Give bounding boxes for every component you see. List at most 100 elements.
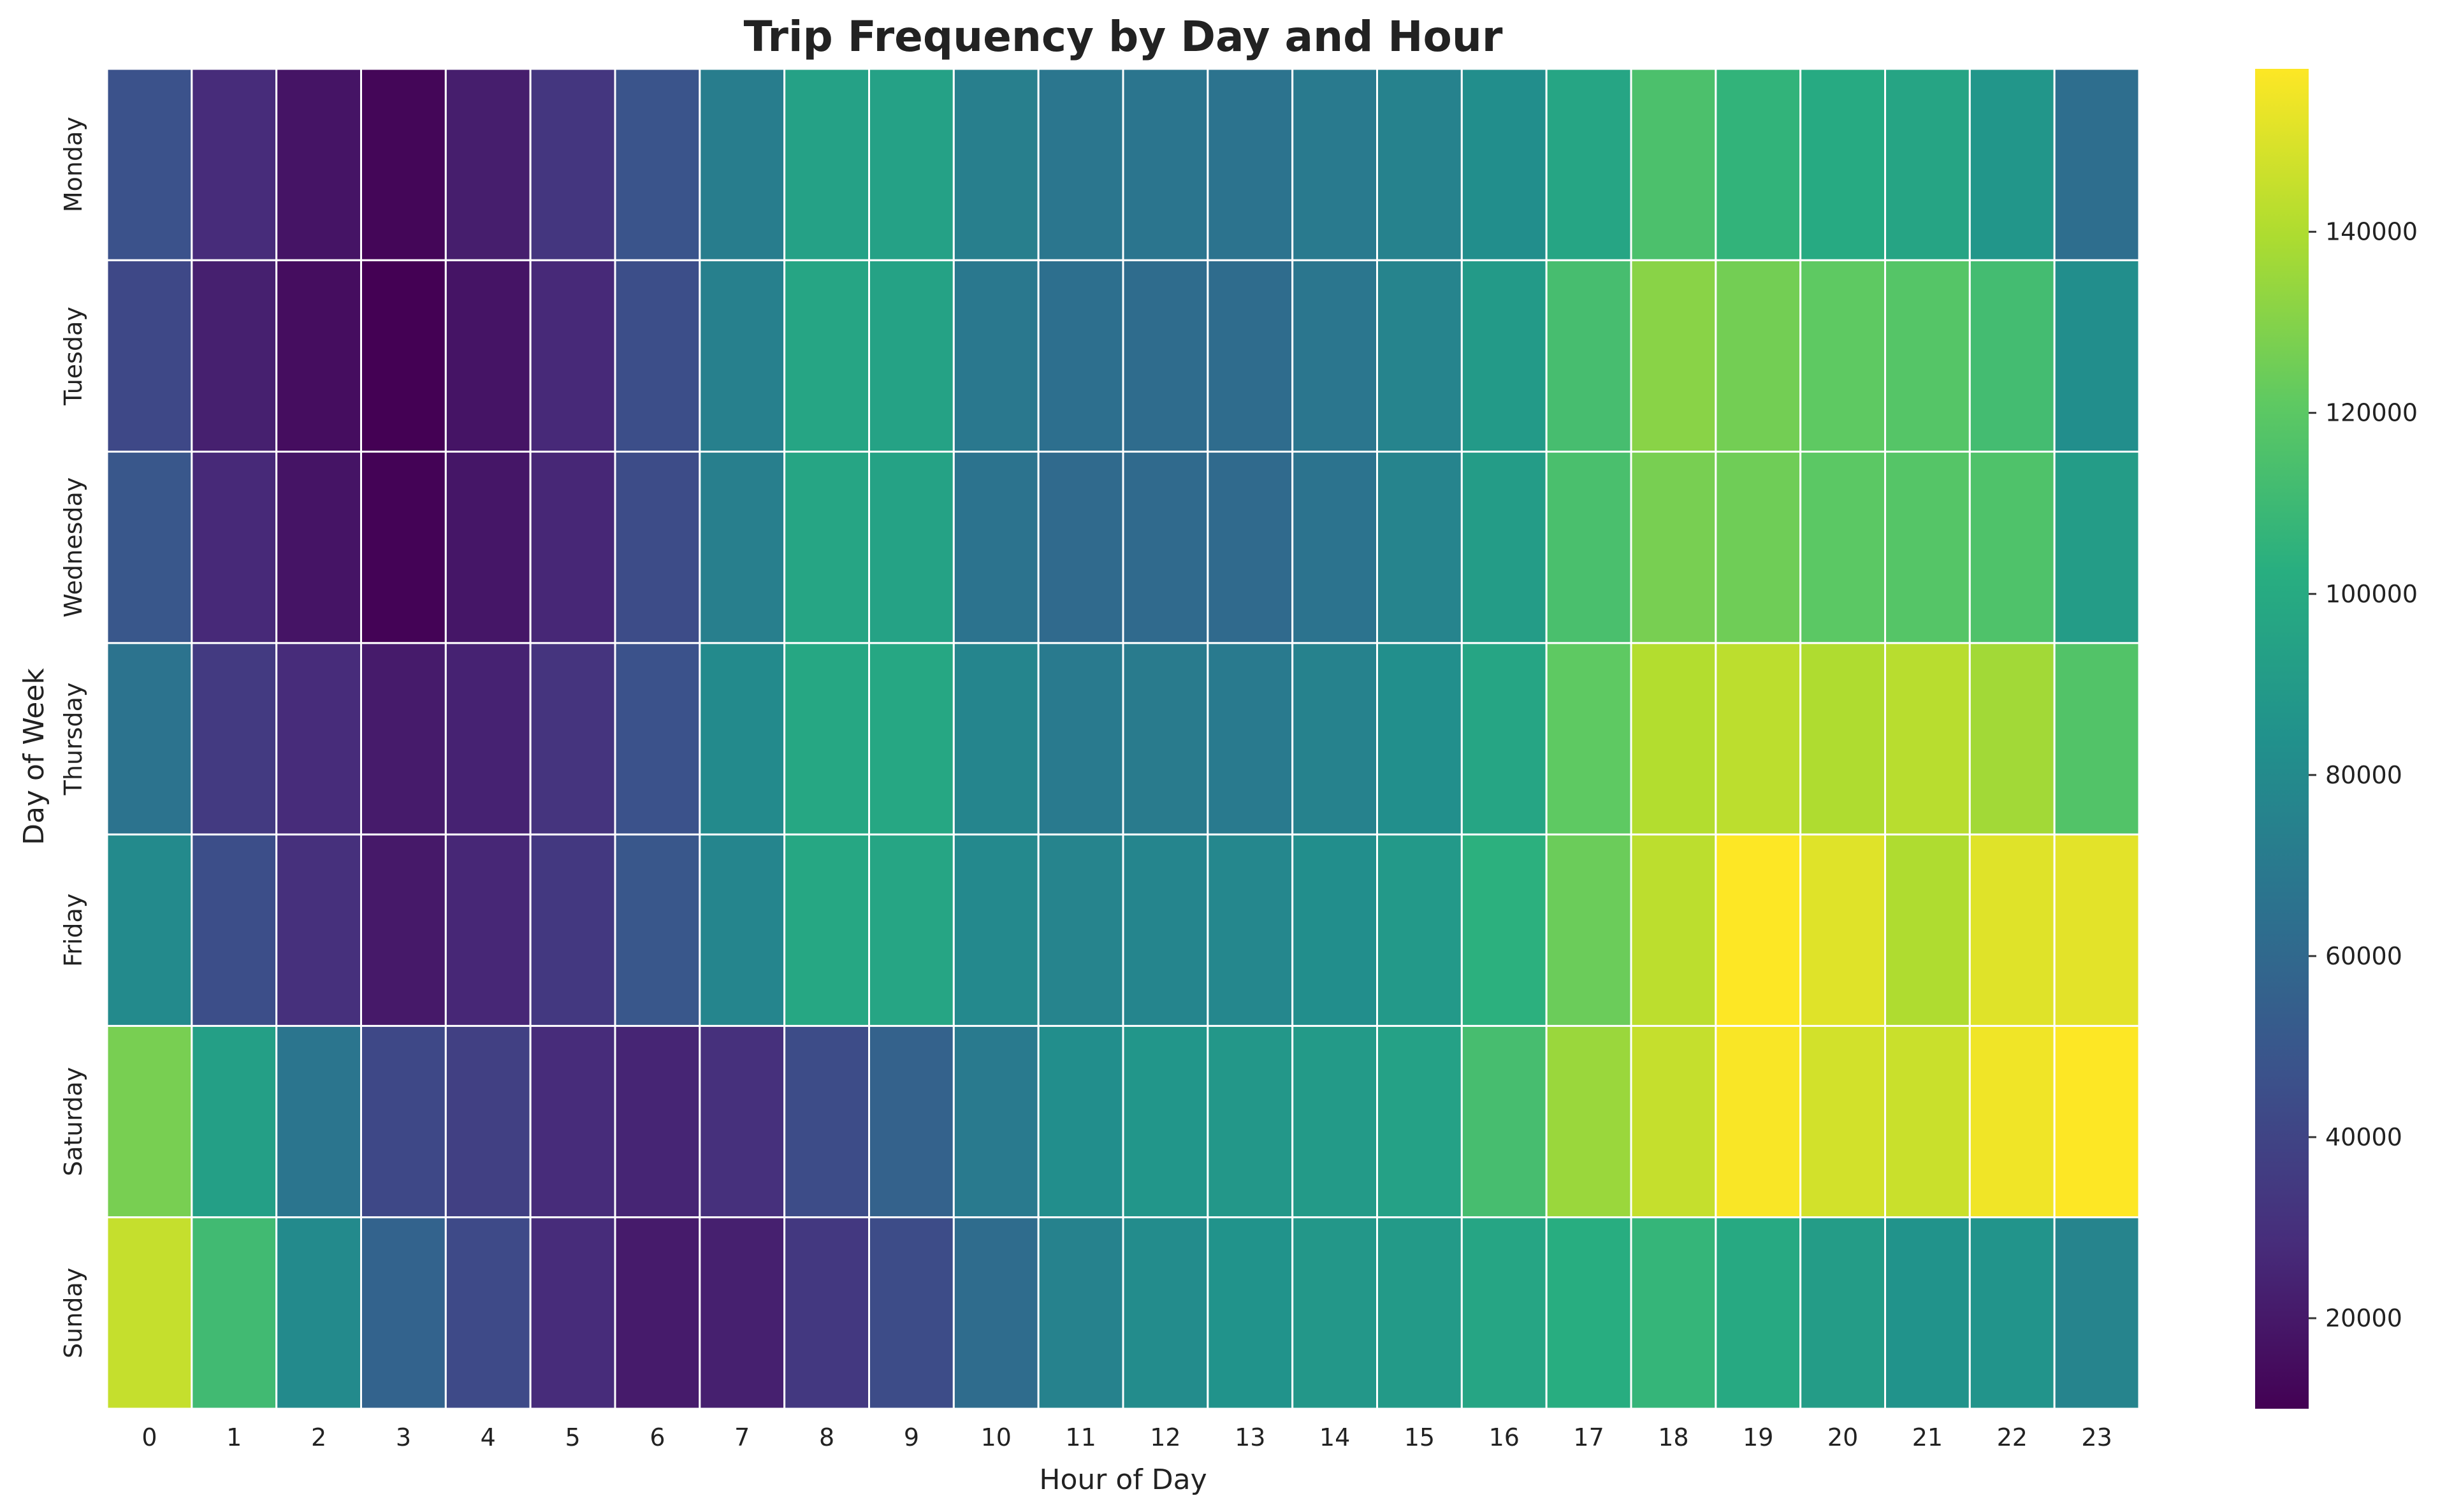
- heatmap-cell: [1799, 451, 1887, 644]
- heatmap-cell: [614, 642, 701, 836]
- heatmap-cell: [868, 642, 955, 836]
- x-tick-label: 3: [396, 1423, 411, 1451]
- heatmap-cell: [275, 1024, 362, 1219]
- y-tick-label: Thursday: [59, 683, 87, 796]
- heatmap-cell: [1799, 1216, 1887, 1410]
- heatmap-cell: [360, 1024, 447, 1219]
- heatmap-cell: [952, 642, 1040, 836]
- x-tick-label: 17: [1573, 1423, 1604, 1451]
- colorbar-tick-label: 60000: [2325, 942, 2402, 970]
- heatmap-cell: [1207, 833, 1294, 1027]
- heatmap-cell: [529, 451, 616, 644]
- heatmap-cell: [1968, 68, 2056, 261]
- heatmap-cell: [1122, 68, 1209, 261]
- heatmap-cell: [868, 1216, 955, 1410]
- y-axis-label: Day of Week: [18, 668, 50, 845]
- y-tick-label: Tuesday: [59, 307, 87, 406]
- heatmap-cell: [360, 259, 447, 453]
- heatmap-cell: [1884, 642, 1971, 836]
- x-tick-label: 6: [650, 1423, 665, 1451]
- heatmap-cell: [444, 68, 532, 261]
- x-tick-label: 8: [819, 1423, 834, 1451]
- heatmap-cell: [1968, 1024, 2056, 1219]
- heatmap-cell: [1715, 451, 1802, 644]
- heatmap-cell: [1799, 642, 1887, 836]
- heatmap-cell: [868, 1024, 955, 1219]
- heatmap-cell: [614, 451, 701, 644]
- x-tick-label: 19: [1743, 1423, 1773, 1451]
- heatmap-cell: [1715, 833, 1802, 1027]
- heatmap-cell: [1630, 68, 1717, 261]
- heatmap-cell: [1460, 833, 1548, 1027]
- heatmap-cell: [952, 833, 1040, 1027]
- heatmap-cell: [1460, 68, 1548, 261]
- heatmap-cell: [2053, 259, 2140, 453]
- heatmap-cell: [1207, 259, 1294, 453]
- heatmap-cell: [444, 833, 532, 1027]
- heatmap-cell: [1545, 1024, 1632, 1219]
- heatmap-cell: [2053, 1024, 2140, 1219]
- y-tick-label: Saturday: [59, 1067, 87, 1176]
- heatmap-cell: [952, 1216, 1040, 1410]
- heatmap-cell: [1799, 259, 1887, 453]
- heatmap-cell: [1122, 833, 1209, 1027]
- heatmap-cell: [275, 259, 362, 453]
- colorbar-tick-label: 20000: [2325, 1304, 2402, 1332]
- heatmap-cell: [952, 451, 1040, 644]
- heatmap-cell: [614, 833, 701, 1027]
- heatmap-cell: [1799, 1024, 1887, 1219]
- heatmap-cell: [1968, 259, 2056, 453]
- heatmap-cell: [360, 642, 447, 836]
- x-tick-label: 11: [1065, 1423, 1096, 1451]
- heatmap-cell: [1715, 1024, 1802, 1219]
- colorbar-ticks: 20000 40000 60000 80000 100000 120000 140000: [2309, 218, 2418, 1332]
- heatmap-cell: [783, 451, 870, 644]
- heatmap-cell: [275, 642, 362, 836]
- heatmap-cell: [1545, 833, 1632, 1027]
- heatmap-cell: [275, 833, 362, 1027]
- heatmap-cell: [1037, 451, 1124, 644]
- heatmap-cell: [106, 1024, 193, 1219]
- heatmap-cell: [106, 1216, 193, 1410]
- heatmap-cell: [444, 642, 532, 836]
- heatmap-cell: [1884, 1216, 1971, 1410]
- heatmap-cell: [360, 833, 447, 1027]
- heatmap-cell: [529, 68, 616, 261]
- heatmap-cell: [1630, 642, 1717, 836]
- heatmap-cell: [1037, 1216, 1124, 1410]
- x-tick-label: 1: [226, 1423, 242, 1451]
- heatmap-cell: [1630, 1024, 1717, 1219]
- heatmap-cell: [106, 68, 193, 261]
- heatmap-cell: [2053, 642, 2140, 836]
- colorbar-tick-label: 80000: [2325, 761, 2402, 789]
- heatmap-cell: [783, 833, 870, 1027]
- heatmap-cell: [1968, 451, 2056, 644]
- heatmap-cell: [444, 1024, 532, 1219]
- heatmap-cell: [1884, 1024, 1971, 1219]
- heatmap-cell: [1376, 451, 1463, 644]
- y-tick-label: Monday: [59, 117, 87, 212]
- heatmap-cell: [1715, 1216, 1802, 1410]
- heatmap-cell: [529, 833, 616, 1027]
- heatmap-cell: [1376, 1216, 1463, 1410]
- heatmap-cell: [275, 451, 362, 644]
- heatmap-cell: [444, 259, 532, 453]
- heatmap-cell: [614, 1024, 701, 1219]
- heatmap-cell: [699, 68, 786, 261]
- x-tick-label: 16: [1489, 1423, 1520, 1451]
- heatmap-cell: [1545, 1216, 1632, 1410]
- heatmap-cell: [106, 451, 193, 644]
- heatmap-cell: [1122, 642, 1209, 836]
- x-tick-label: 7: [734, 1423, 750, 1451]
- heatmap-cells: [106, 68, 2140, 1410]
- chart-title: Trip Frequency by Day and Hour: [744, 12, 1503, 61]
- heatmap-cell: [1630, 259, 1717, 453]
- heatmap-cell: [952, 1024, 1040, 1219]
- colorbar-tick-label: 120000: [2325, 399, 2418, 427]
- heatmap-cell: [699, 259, 786, 453]
- heatmap-cell: [529, 259, 616, 453]
- heatmap-cell: [444, 451, 532, 644]
- y-tick-label: Friday: [59, 894, 87, 967]
